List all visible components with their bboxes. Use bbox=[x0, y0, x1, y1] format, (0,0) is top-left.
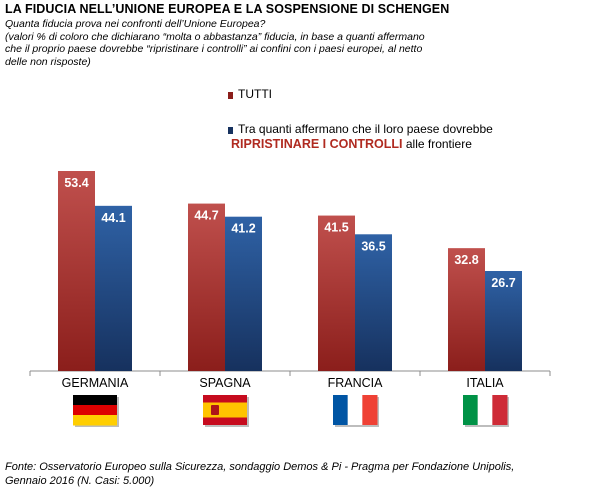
legend-label-series2-tail: alle frontiere bbox=[402, 137, 472, 151]
data-label: 53.4 bbox=[64, 176, 88, 190]
bar-chart: 53.4 44.1 GERMANIA 44.7 41.2 SPAGNA 41.5 36.5 FR… bbox=[29, 171, 551, 427]
legend-label-series2-line2: RIPRISTINARE I CONTROLLI alle frontiere bbox=[231, 137, 568, 152]
data-label: 44.1 bbox=[101, 211, 125, 225]
spain-flag bbox=[203, 395, 247, 403]
bar-series2 bbox=[485, 271, 522, 371]
chart-subtitle: Quanta fiducia prova nei confronti dell’… bbox=[5, 18, 435, 68]
data-label: 26.7 bbox=[491, 276, 515, 290]
x-tick-label: SPAGNA bbox=[199, 376, 251, 390]
data-label: 41.2 bbox=[231, 222, 255, 236]
chart-title: LA FIDUCIA NELL’UNIONE EUROPEA E LA SOSP… bbox=[5, 2, 450, 16]
spain-flag-coat bbox=[211, 405, 219, 415]
bar-series1 bbox=[188, 203, 225, 371]
spain-flag bbox=[203, 402, 247, 418]
x-tick-label: FRANCIA bbox=[328, 376, 384, 390]
italy-flag bbox=[492, 395, 508, 425]
germany-flag bbox=[73, 395, 117, 406]
italy-flag bbox=[463, 395, 479, 425]
data-label: 32.8 bbox=[454, 253, 478, 267]
germany-flag bbox=[73, 405, 117, 416]
legend-emphasis: RIPRISTINARE I CONTROLLI bbox=[231, 137, 403, 151]
subtitle-note: (valori % di coloro che dichiarano “molt… bbox=[5, 30, 425, 68]
legend-item-series1: TUTTI bbox=[238, 87, 272, 102]
bar-series1 bbox=[58, 171, 95, 371]
bar-series2 bbox=[95, 205, 132, 371]
france-flag bbox=[362, 395, 378, 425]
subtitle-question: Quanta fiducia prova nei confronti dell’… bbox=[5, 18, 266, 30]
bar-series1 bbox=[448, 248, 485, 371]
spain-flag bbox=[203, 417, 247, 425]
france-flag bbox=[333, 395, 349, 425]
x-tick-label: ITALIA bbox=[466, 376, 504, 390]
germany-flag bbox=[73, 415, 117, 426]
bar-series2 bbox=[355, 234, 392, 371]
source-note: Fonte: Osservatorio Europeo sulla Sicure… bbox=[5, 461, 515, 487]
france-flag bbox=[347, 395, 363, 425]
legend-item-series2: Tra quanti affermano che il loro paese d… bbox=[231, 122, 568, 152]
x-tick-label: GERMANIA bbox=[62, 376, 129, 390]
data-label: 44.7 bbox=[194, 209, 218, 223]
bar-series1 bbox=[318, 215, 355, 371]
data-label: 36.5 bbox=[361, 239, 385, 253]
legend-label-series1: TUTTI bbox=[238, 87, 272, 101]
legend-swatch-series2 bbox=[228, 127, 233, 134]
legend-swatch-series1 bbox=[228, 92, 233, 99]
italy-flag bbox=[477, 395, 493, 425]
data-label: 41.5 bbox=[324, 221, 348, 235]
legend-label-series2: Tra quanti affermano che il loro paese d… bbox=[238, 122, 493, 136]
bar-series2 bbox=[225, 216, 262, 371]
